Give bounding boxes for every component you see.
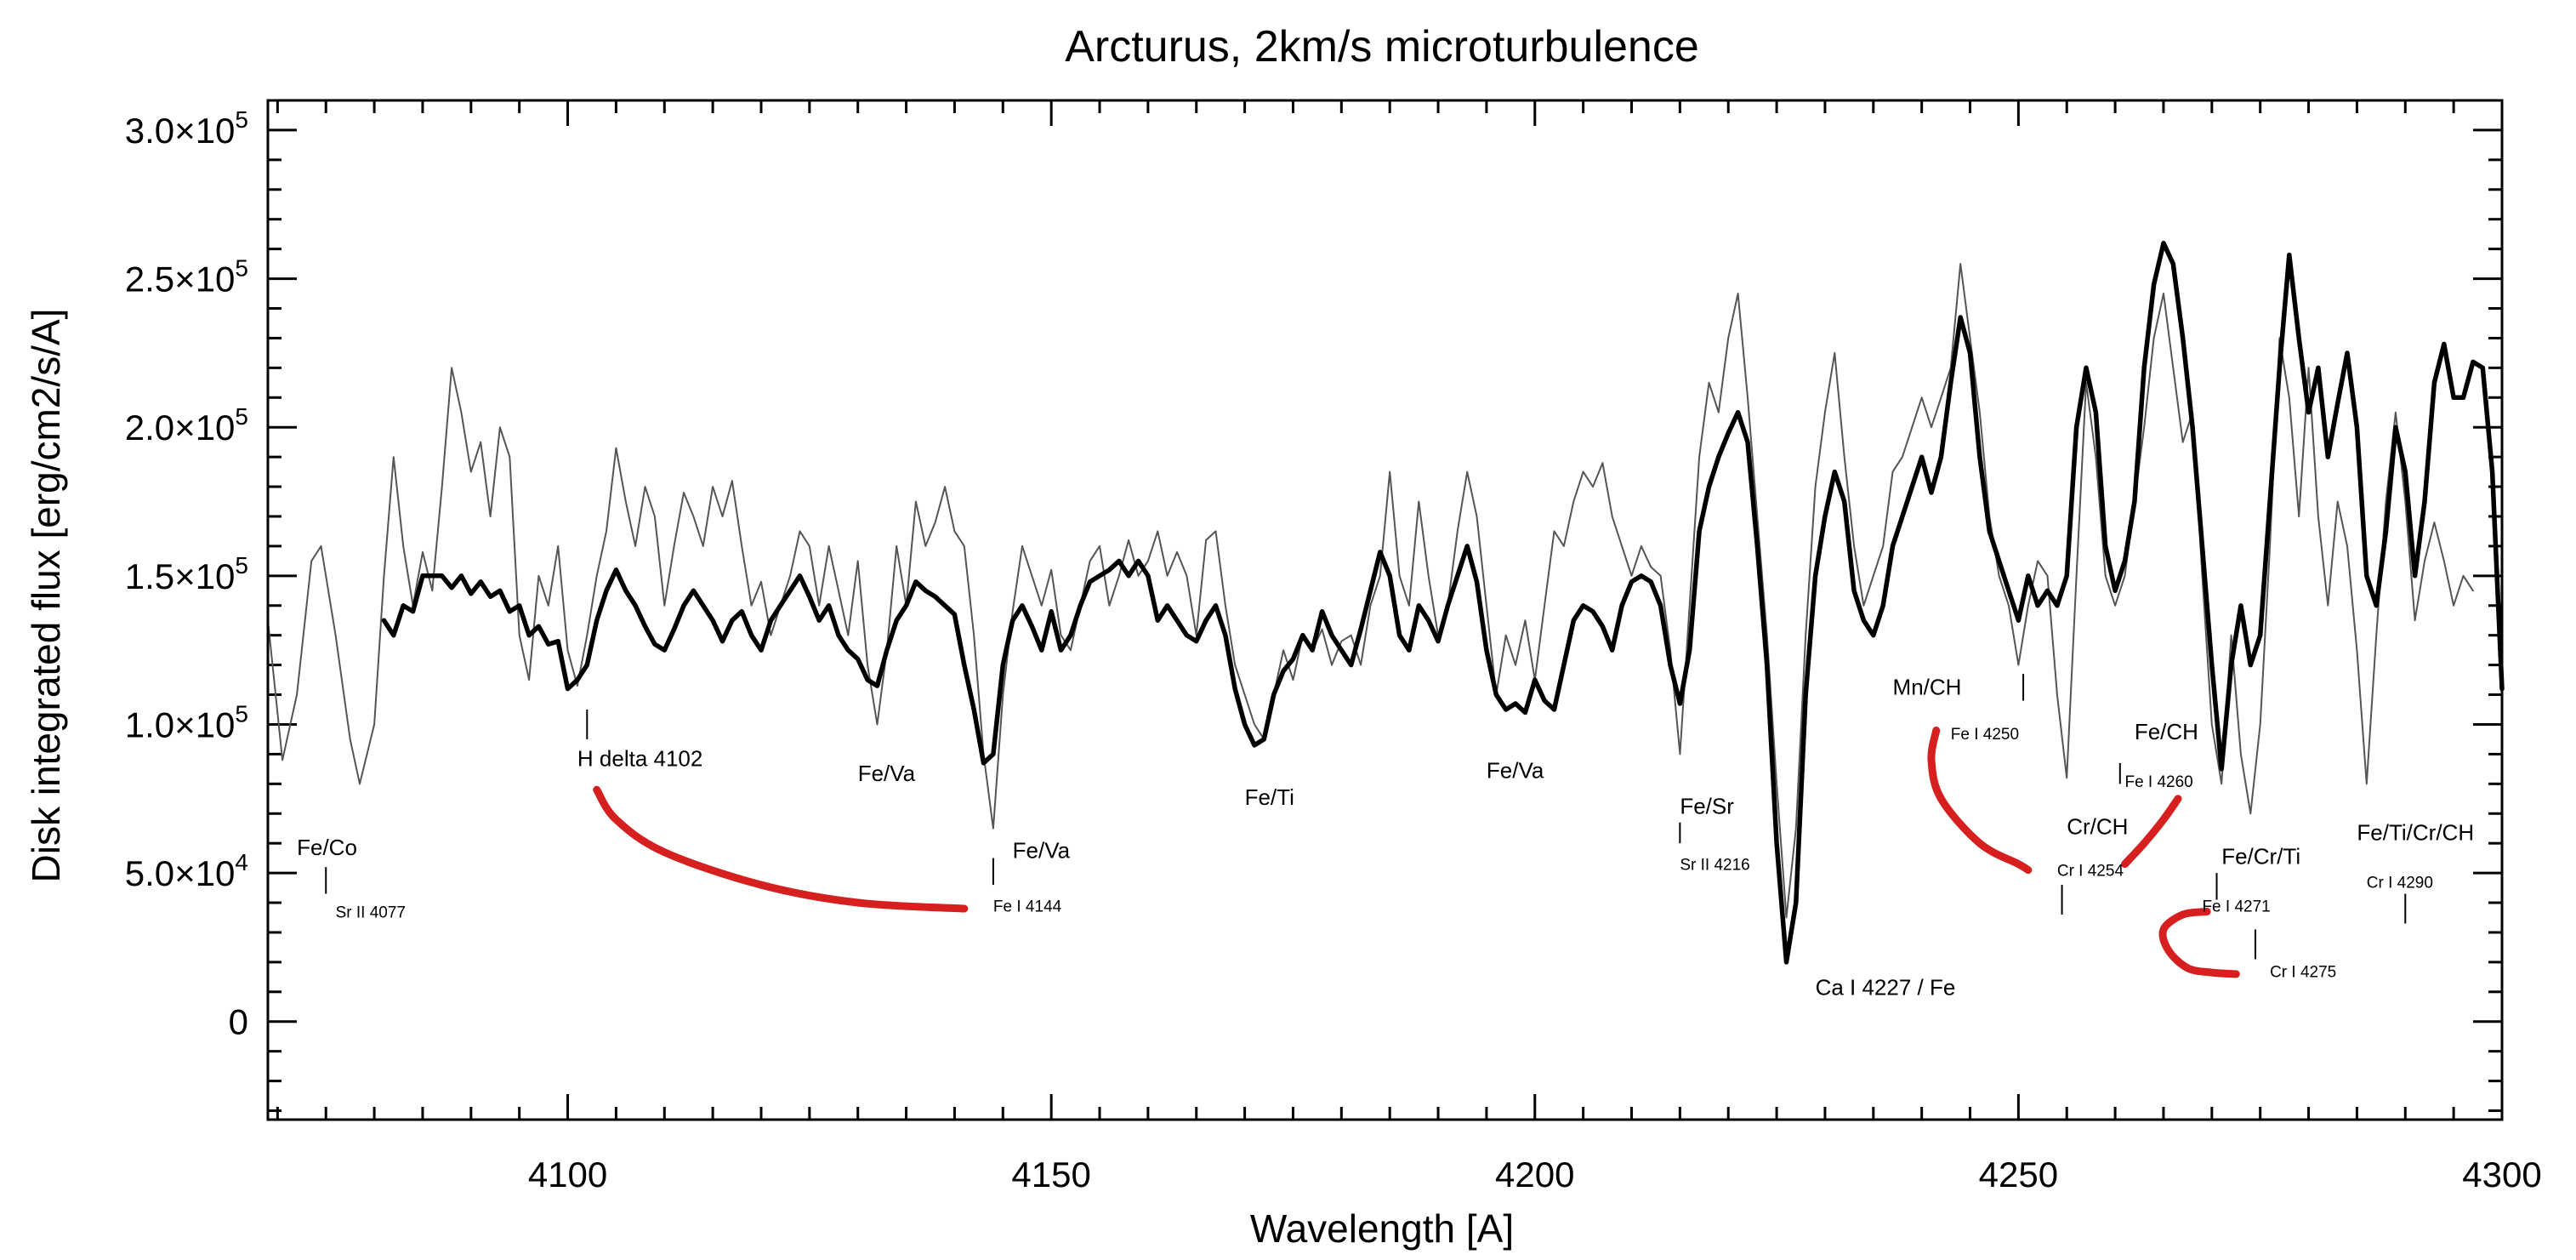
line-annotation: Fe I 4271: [2202, 898, 2270, 916]
x-tick-labels: 4100 4150 4200 4250 4300: [528, 1155, 2542, 1194]
line-annotation: Fe/Ti/Cr/CH: [2357, 820, 2474, 846]
y-tick-labels: 0 5.0×104 1.0×105 1.5×105 2.0×105 2.5×105 3.0×…: [125, 106, 248, 1042]
x-tick-label: 4150: [1011, 1155, 1090, 1194]
y-tick-label: 0: [229, 1002, 248, 1042]
highlight-curve: [593, 785, 969, 913]
line-annotation: Fe/Sr: [1680, 793, 1734, 818]
highlight-curve: [2158, 908, 2240, 978]
line-annotation: Fe/Va: [858, 761, 916, 786]
plot-frame: [266, 99, 2504, 1121]
line-annotation: Ca I 4227 / Fe: [1816, 974, 1956, 1000]
line-annotation: Fe I 4260: [2124, 773, 2192, 791]
highlight-curves: [593, 727, 2240, 978]
highlight-curve: [2121, 795, 2182, 869]
line-annotation: Fe I 4250: [1951, 726, 2019, 744]
x-tick-label: 4300: [2462, 1155, 2541, 1194]
y-tick-label: 2.5×105: [125, 255, 248, 299]
line-annotation: Fe/Va: [1013, 838, 1071, 864]
x-tick-label: 4200: [1495, 1155, 1574, 1194]
chart-title: Arcturus, 2km/s microturbulence: [1065, 22, 1699, 71]
series-line-thin: [267, 263, 2474, 919]
line-annotation: H delta 4102: [577, 745, 702, 771]
line-annotation: Mn/CH: [1893, 675, 1962, 700]
line-annotation: Cr I 4275: [2270, 963, 2336, 981]
line-annotation: Cr I 4290: [2367, 875, 2433, 892]
line-annotation: Fe/Cr/Ti: [2221, 844, 2300, 869]
series-line-thick: [381, 240, 2505, 965]
line-annotation: Fe I 4144: [993, 898, 1062, 916]
highlight-curve: [1927, 727, 2033, 875]
line-markers: [325, 674, 2407, 960]
line-annotation: Fe/CH: [2135, 719, 2198, 744]
annotations: H delta 4102 Fe/Co Sr II 4077 Fe/Va Fe/Va Fe …: [297, 675, 2474, 1001]
series-layer: [267, 240, 2505, 965]
line-annotation: Sr II 4077: [336, 904, 406, 921]
line-annotation: Fe/Co: [297, 835, 357, 860]
y-axis-label: Disk integrated flux [erg/cm2/s/A]: [24, 309, 68, 883]
y-tick-label: 5.0×104: [125, 849, 248, 893]
y-tick-label: 1.0×105: [125, 700, 248, 744]
y-tick-label: 1.5×105: [125, 552, 248, 596]
line-annotation: Fe/Ti: [1245, 784, 1294, 810]
line-annotation: Cr/CH: [2067, 814, 2128, 840]
y-tick-label: 3.0×105: [125, 106, 248, 151]
line-annotation: Cr I 4254: [2057, 863, 2124, 881]
x-tick-label: 4250: [1979, 1155, 2058, 1194]
line-annotation: Fe/Va: [1487, 757, 1544, 783]
x-axis-label: Wavelength [A]: [1250, 1206, 1514, 1251]
x-tick-label: 4100: [528, 1155, 607, 1194]
y-tick-label: 2.0×105: [125, 403, 248, 448]
line-annotation: Sr II 4216: [1680, 857, 1749, 875]
